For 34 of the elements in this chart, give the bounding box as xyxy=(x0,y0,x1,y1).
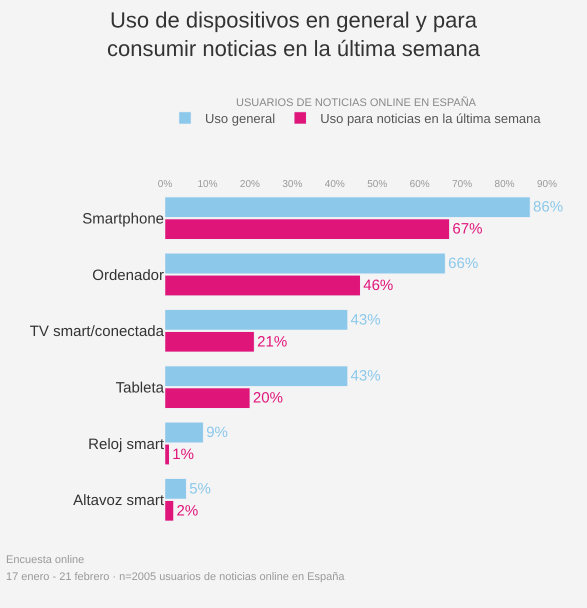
x-tick-label: 0% xyxy=(158,179,172,190)
data-label: 2% xyxy=(176,502,198,520)
data-label: 66% xyxy=(448,255,478,272)
data-label: 5% xyxy=(189,480,211,498)
data-label: 86% xyxy=(533,198,564,216)
data-label: 9% xyxy=(206,424,228,442)
chart-subtitle: USUARIOS DE NOTICIAS ONLINE EN ESPAÑA xyxy=(236,96,477,109)
x-tick-label: 60% xyxy=(410,179,430,190)
data-label: 21% xyxy=(257,333,288,350)
x-tick-label: 50% xyxy=(367,179,388,190)
data-label: 20% xyxy=(252,390,283,407)
data-label: 43% xyxy=(350,311,381,328)
y-tick-label: Smartphone xyxy=(82,210,164,228)
text: 17 enero - 21 febrero · n=2005 usuarios de noticias online en España xyxy=(6,571,346,583)
chart-title: Uso de dispositivos en general y para consumir noticias en la última semana xyxy=(107,7,481,61)
y-tick-label: Ordenador xyxy=(92,266,164,284)
x-tick-label: 30% xyxy=(282,179,302,190)
x-tick-label: 90% xyxy=(536,179,558,190)
x-tick-label: 80% xyxy=(494,179,515,190)
data-label: 46% xyxy=(363,276,394,294)
x-tick-label: 70% xyxy=(452,179,472,190)
y-tick-label: Tableta xyxy=(116,379,165,396)
y-tick-label: TV smart/conectada xyxy=(30,323,165,340)
x-tick-label: 10% xyxy=(197,179,218,190)
legend-label: Uso para noticias en la última semana xyxy=(320,111,542,126)
data-label: 67% xyxy=(452,220,482,238)
y-tick-label: Reloj smart xyxy=(88,436,165,453)
x-tick-label: 20% xyxy=(240,179,260,190)
data-label: 1% xyxy=(172,446,194,463)
legend-label: Uso general xyxy=(205,111,276,126)
text: Encuesta online xyxy=(6,554,84,566)
data-label: 43% xyxy=(350,368,381,385)
x-tick-label: 40% xyxy=(324,179,345,190)
y-tick-label: Altavoz smart xyxy=(73,492,165,510)
